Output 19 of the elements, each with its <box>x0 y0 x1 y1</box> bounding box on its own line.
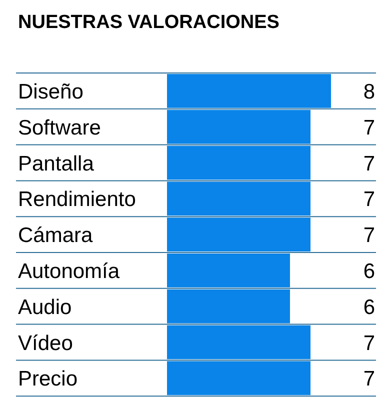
y-tick-label: Autonomía <box>18 260 120 284</box>
y-tick-label: Pantalla <box>18 152 94 176</box>
y-tick-label: Rendimiento <box>18 188 136 212</box>
data-label: 7 <box>363 332 375 355</box>
y-tick-label: Software <box>18 116 101 140</box>
data-label: 8 <box>363 80 375 104</box>
y-tick-label: Vídeo <box>18 332 73 355</box>
y-tick-label: Audio <box>18 296 72 319</box>
y-tick-label: Diseño <box>18 80 84 104</box>
data-label: 7 <box>363 152 375 176</box>
data-label: 6 <box>363 296 375 319</box>
y-tick-label: Precio <box>18 368 78 391</box>
y-tick-label: Cámara <box>18 224 94 248</box>
data-label: 6 <box>363 260 375 284</box>
data-label: 7 <box>363 224 375 248</box>
data-label: 7 <box>363 188 375 212</box>
data-label: 7 <box>363 368 375 391</box>
data-label: 7 <box>363 116 375 140</box>
chart-title: NUESTRAS VALORACIONES <box>18 12 280 33</box>
